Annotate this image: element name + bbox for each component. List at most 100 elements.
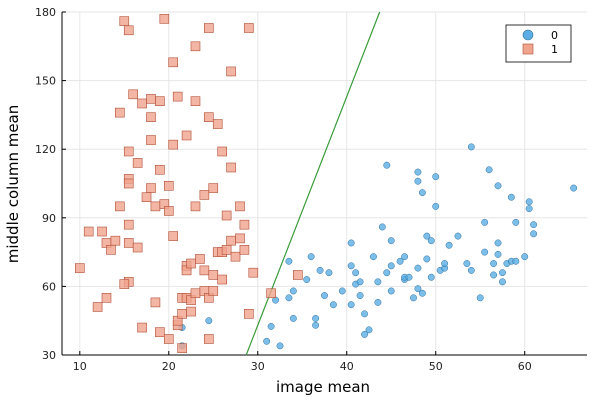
- data-point-series-0: [441, 260, 449, 267]
- data-point-series-1: [226, 162, 236, 173]
- x-tick-label: 50: [429, 360, 443, 373]
- data-point-series-1: [248, 267, 259, 278]
- legend-label-series-1: 1: [551, 43, 558, 56]
- legend-box: [505, 24, 572, 63]
- data-point-series-0: [467, 266, 475, 274]
- data-point-series-1: [123, 178, 134, 189]
- data-point-series-0: [312, 321, 320, 329]
- data-point-series-0: [423, 232, 431, 240]
- data-point-series-0: [347, 262, 355, 270]
- data-point-series-1: [168, 57, 179, 68]
- x-tick-label: 60: [518, 360, 532, 373]
- data-point-series-0: [387, 262, 395, 270]
- data-point-series-0: [267, 322, 275, 330]
- data-point-series-1: [226, 66, 236, 77]
- data-point-series-0: [418, 189, 426, 197]
- data-point-series-1: [106, 245, 116, 255]
- data-point-series-0: [499, 278, 506, 286]
- data-point-series-1: [186, 258, 196, 269]
- data-point-series-1: [186, 306, 196, 317]
- data-point-series-1: [132, 158, 143, 168]
- data-point-series-1: [155, 96, 165, 106]
- data-point-series-1: [115, 201, 125, 212]
- data-point-series-1: [217, 146, 227, 157]
- data-point-series-1: [168, 231, 179, 241]
- data-point-series-1: [212, 119, 223, 129]
- data-point-series-1: [172, 91, 183, 102]
- data-point-series-0: [481, 218, 489, 226]
- data-point-series-0: [361, 310, 368, 318]
- data-point-series-1: [177, 343, 187, 353]
- data-point-series-0: [410, 294, 417, 302]
- y-tick-label: 60: [42, 280, 56, 293]
- data-point-series-1: [208, 270, 219, 280]
- data-point-series-0: [276, 342, 284, 350]
- data-point-series-0: [494, 182, 502, 190]
- data-point-series-0: [356, 292, 364, 299]
- data-point-series-0: [361, 330, 368, 338]
- data-point-series-0: [289, 314, 297, 322]
- data-point-series-1: [123, 146, 134, 157]
- data-point-series-0: [463, 260, 471, 267]
- data-point-series-0: [499, 269, 506, 277]
- y-tick-label: 90: [42, 212, 56, 225]
- data-point-series-1: [190, 96, 201, 106]
- data-point-series-1: [137, 322, 147, 333]
- data-point-series-0: [374, 278, 382, 286]
- data-point-series-1: [115, 107, 125, 118]
- x-tick-label: 10: [73, 360, 87, 373]
- data-point-series-1: [190, 41, 201, 52]
- data-point-series-0: [303, 276, 311, 283]
- data-point-series-1: [146, 94, 156, 104]
- data-point-series-0: [521, 253, 529, 261]
- data-point-series-0: [321, 292, 328, 299]
- y-tick-label: 180: [35, 6, 56, 19]
- data-point-series-0: [312, 314, 320, 322]
- data-point-series-0: [263, 337, 271, 345]
- data-point-series-1: [119, 16, 130, 26]
- data-point-series-1: [146, 135, 156, 145]
- data-point-series-1: [155, 327, 165, 337]
- data-point-series-1: [204, 23, 214, 33]
- data-points: [74, 14, 578, 353]
- data-point-series-0: [383, 269, 391, 277]
- data-point-series-0: [530, 221, 538, 229]
- data-point-series-1: [239, 219, 250, 230]
- axes: [61, 11, 587, 356]
- data-point-series-1: [137, 98, 147, 109]
- data-point-series-1: [123, 219, 134, 230]
- data-point-series-0: [383, 161, 391, 169]
- data-point-series-1: [204, 112, 214, 122]
- data-point-series-0: [365, 326, 373, 334]
- data-point-series-1: [221, 245, 232, 255]
- data-point-series-1: [123, 25, 134, 36]
- data-point-series-0: [329, 301, 337, 309]
- data-point-series-0: [414, 264, 422, 272]
- data-point-series-0: [378, 223, 386, 231]
- data-point-series-0: [285, 257, 293, 265]
- y-tick-label: 30: [42, 349, 56, 362]
- data-point-series-0: [427, 237, 435, 245]
- grid-lines: [62, 11, 587, 356]
- fit-line: [245, 11, 381, 356]
- data-point-series-1: [239, 245, 250, 255]
- data-point-series-0: [418, 289, 426, 297]
- data-point-series-0: [485, 166, 493, 174]
- data-point-series-1: [150, 297, 161, 308]
- data-point-series-1: [163, 334, 174, 344]
- data-point-series-0: [405, 273, 413, 281]
- data-point-series-0: [467, 143, 475, 151]
- tick-labels: 10 20 30 40 50 60 30 60 90 120 150 180: [35, 6, 532, 373]
- data-point-series-1: [92, 302, 103, 312]
- data-point-series-0: [507, 193, 515, 201]
- data-point-series-1: [97, 226, 107, 237]
- x-tick-label: 30: [251, 360, 265, 373]
- data-point-series-1: [208, 286, 219, 296]
- data-point-series-1: [266, 288, 276, 299]
- data-point-series-0: [369, 253, 377, 261]
- data-point-series-0: [530, 230, 538, 238]
- data-point-series-0: [316, 266, 324, 274]
- data-point-series-1: [163, 206, 174, 216]
- data-point-series-1: [190, 201, 201, 212]
- data-point-series-0: [387, 237, 395, 245]
